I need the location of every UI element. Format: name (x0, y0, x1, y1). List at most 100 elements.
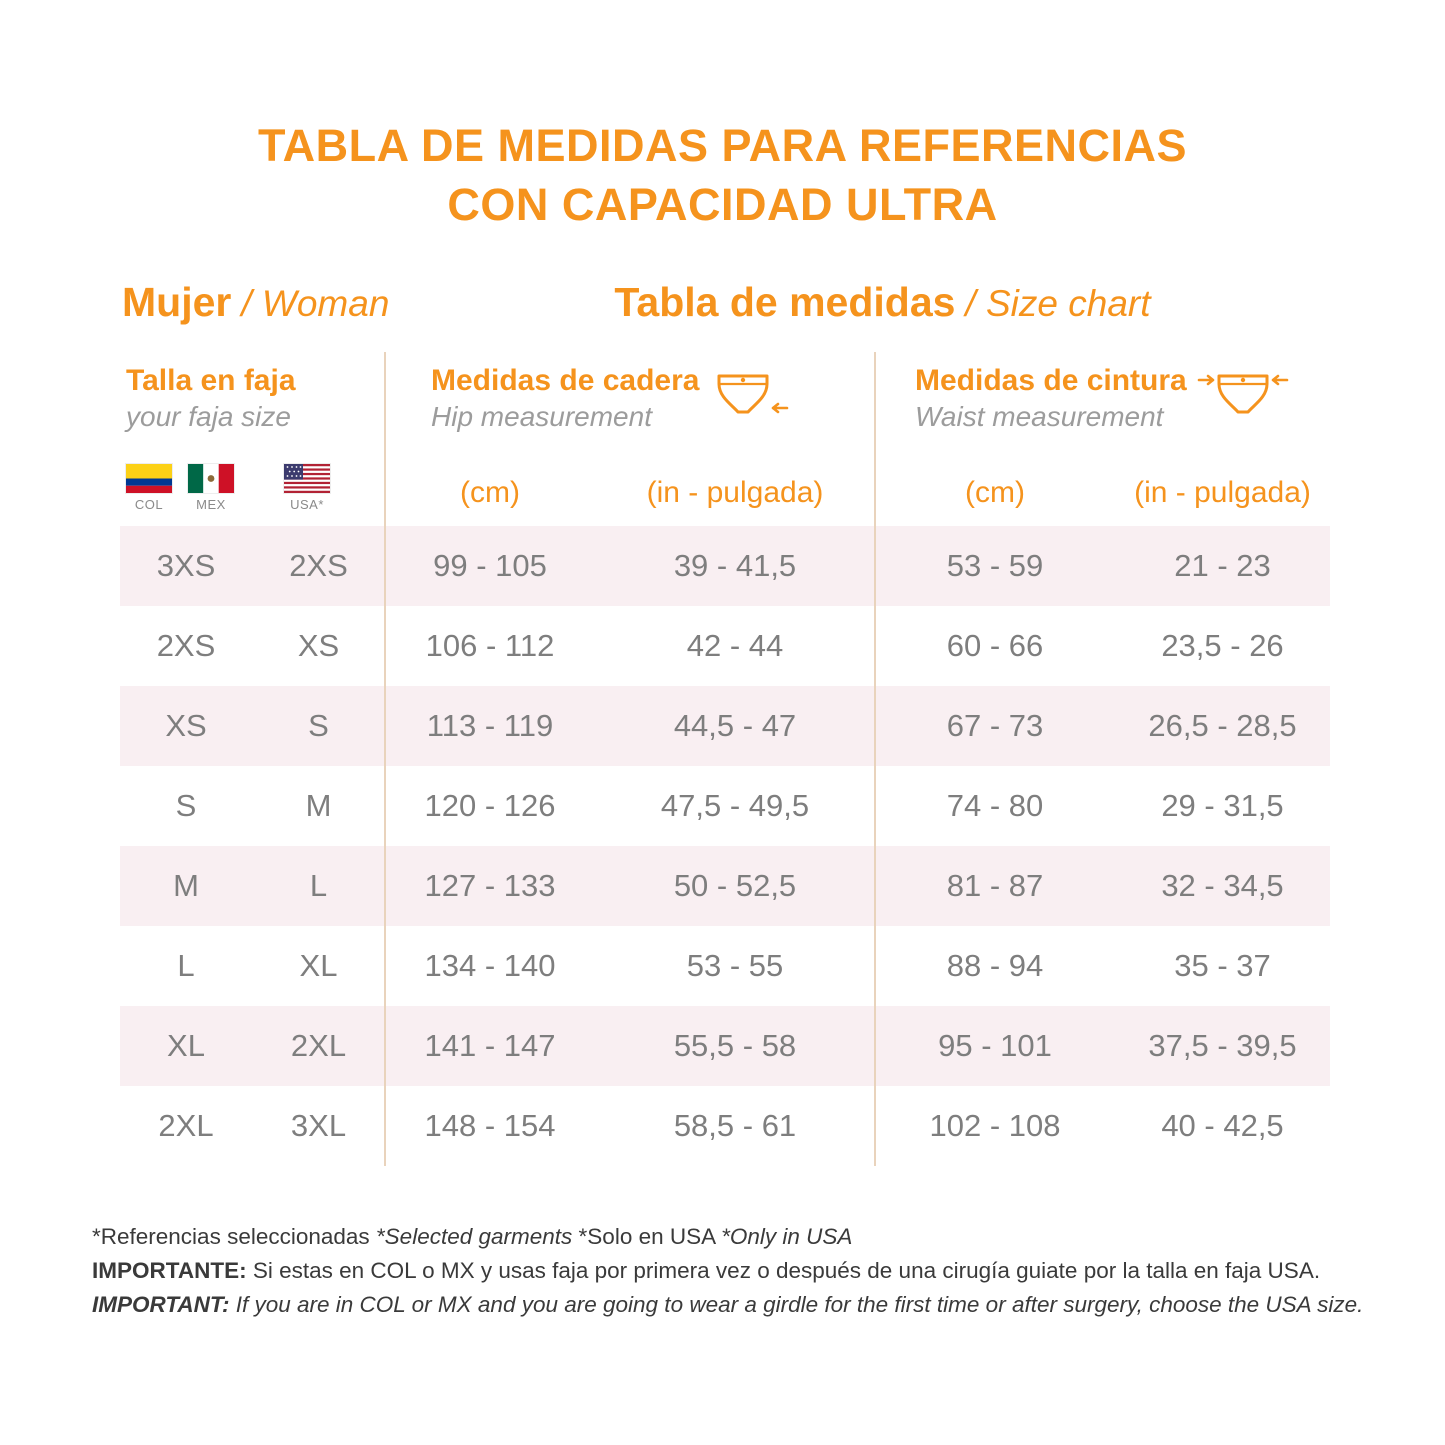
footnote-usa-es: *Solo en USA (578, 1223, 722, 1249)
flag-item-mexico: MEX (188, 463, 234, 512)
size-chart-header-main: Tabla de medidas (614, 278, 956, 325)
hip-unit-cm: (cm) (460, 475, 520, 509)
flag-label-usa: USA* (290, 496, 324, 512)
table-row: XS S 113 - 119 44,5 - 47 67 - 73 26,5 - … (120, 685, 1330, 766)
waist-cm-cell: 60 - 66 (946, 627, 1044, 663)
size-chart-header-sub: / Size chart (965, 282, 1151, 324)
important-label-es: IMPORTANTE: (92, 1257, 247, 1283)
page-title: TABLA DE MEDIDAS PARA REFERENCIAS CON CA… (0, 0, 1445, 235)
size-column-subtitle: your faja size (126, 401, 291, 433)
hip-measurement-icon (709, 366, 791, 431)
size-colmex-cell: 3XS (156, 547, 216, 583)
hip-cm-cell: 99 - 105 (433, 547, 547, 583)
footnote-references: *Referencias seleccionadas *Selected gar… (92, 1220, 1445, 1254)
waist-in-cell: 21 - 23 (1174, 547, 1271, 583)
table-rows: 3XS 2XS 99 - 105 39 - 41,5 53 - 59 21 - … (120, 525, 1330, 1166)
size-colmex-cell: S (175, 787, 197, 823)
waist-in-cell: 23,5 - 26 (1161, 627, 1284, 663)
column-divider-right (874, 351, 876, 1166)
footnote-references-en: *Selected garments (375, 1223, 579, 1249)
size-usa-cell: S (308, 707, 329, 743)
size-table: Talla en faja your faja size COL (120, 350, 1330, 1166)
waist-cm-cell: 102 - 108 (929, 1107, 1061, 1143)
size-colmex-cell: 2XS (156, 627, 216, 663)
hip-in-cell: 55,5 - 58 (673, 1027, 797, 1063)
gender-header: Mujer / Woman (122, 279, 389, 326)
table-row: 3XS 2XS 99 - 105 39 - 41,5 53 - 59 21 - … (120, 525, 1330, 606)
size-usa-cell: 2XS (289, 547, 348, 583)
flag-label-mex: MEX (196, 496, 226, 512)
size-usa-cell: 3XL (290, 1107, 347, 1143)
waist-column-header: Medidas de cintura Waist measurement (875, 362, 1330, 526)
column-headers: Talla en faja your faja size COL (120, 350, 1330, 526)
table-row: M L 127 - 133 50 - 52,5 81 - 87 32 - 34,… (120, 845, 1330, 926)
table-row: 2XL 3XL 148 - 154 58,5 - 61 102 - 108 40… (120, 1086, 1330, 1166)
waist-in-cell: 32 - 34,5 (1161, 867, 1284, 903)
waist-cm-cell: 67 - 73 (946, 707, 1044, 743)
section-headers: Mujer / Woman Tabla de medidas / Size ch… (122, 279, 1445, 326)
size-colmex-cell: L (177, 947, 195, 983)
table-row: XL 2XL 141 - 147 55,5 - 58 95 - 101 37,5… (120, 1005, 1330, 1086)
hip-units-row: (cm) (in - pulgada) (385, 476, 875, 526)
waist-in-cell: 26,5 - 28,5 (1148, 707, 1297, 743)
waist-in-cell: 37,5 - 39,5 (1148, 1027, 1297, 1063)
flag-item-usa: USA* (284, 463, 330, 512)
hip-cm-cell: 127 - 133 (424, 867, 556, 903)
hip-cm-cell: 120 - 126 (424, 787, 556, 823)
page-title-line2: CON CAPACIDAD ULTRA (447, 179, 998, 231)
hip-column-title: Medidas de cadera (431, 363, 700, 397)
footnote-usa-en: *Only in USA (721, 1223, 853, 1249)
size-colmex-cell: XL (167, 1027, 205, 1063)
waist-column-head: Medidas de cintura Waist measurement (875, 362, 1330, 436)
colombia-flag-icon (126, 463, 172, 493)
usa-flag-icon (284, 463, 330, 493)
waist-cm-cell: 81 - 87 (946, 867, 1044, 903)
size-colmex-cell: 2XL (158, 1107, 214, 1143)
table-row: S M 120 - 126 47,5 - 49,5 74 - 80 29 - 3… (120, 766, 1330, 846)
waist-units-row: (cm) (in - pulgada) (875, 476, 1330, 526)
size-usa-cell: XS (297, 627, 340, 663)
footnote-important-en: IMPORTANT: If you are in COL or MX and y… (92, 1288, 1445, 1322)
size-usa-cell: M (305, 787, 332, 823)
hip-in-cell: 50 - 52,5 (673, 867, 797, 903)
waist-cm-cell: 53 - 59 (946, 547, 1044, 583)
size-chart-header: Tabla de medidas / Size chart (614, 279, 1150, 326)
hip-cm-cell: 134 - 140 (424, 947, 556, 983)
hip-in-cell: 58,5 - 61 (673, 1107, 797, 1143)
size-usa-cell: L (309, 867, 328, 903)
waist-column-title: Medidas de cintura (915, 363, 1187, 397)
waist-column-titles: Medidas de cintura Waist measurement (915, 362, 1187, 436)
waist-in-cell: 40 - 42,5 (1161, 1107, 1284, 1143)
hip-column-head: Medidas de cadera Hip measurement (385, 362, 875, 436)
table-row: L XL 134 - 140 53 - 55 88 - 94 35 - 37 (120, 926, 1330, 1006)
waist-unit-cm: (cm) (965, 475, 1025, 509)
flag-label-col: COL (134, 496, 164, 512)
size-usa-cell: XL (299, 947, 338, 983)
hip-in-cell: 42 - 44 (686, 627, 784, 663)
hip-column-header: Medidas de cadera Hip measurement (cm) (385, 362, 875, 526)
hip-in-cell: 44,5 - 47 (673, 707, 797, 743)
footnotes: *Referencias seleccionadas *Selected gar… (92, 1220, 1445, 1323)
hip-cm-cell: 113 - 119 (426, 707, 554, 743)
table-row: 2XS XS 106 - 112 42 - 44 60 - 66 23,5 - … (120, 606, 1330, 686)
hip-column-titles: Medidas de cadera Hip measurement (431, 362, 699, 436)
hip-unit-in: (in - pulgada) (646, 475, 824, 509)
size-colmex-cell: XS (165, 707, 207, 743)
important-label-en: IMPORTANT: (92, 1292, 230, 1318)
waist-measurement-icon (1197, 366, 1289, 431)
important-text-en: If you are in COL or MX and you are goin… (229, 1292, 1364, 1318)
waist-cm-cell: 88 - 94 (946, 947, 1044, 983)
waist-cm-cell: 74 - 80 (946, 787, 1044, 823)
hip-cm-cell: 148 - 154 (424, 1107, 556, 1143)
hip-cm-cell: 141 - 147 (424, 1027, 556, 1063)
hip-in-cell: 53 - 55 (686, 947, 784, 983)
size-usa-cell: 2XL (290, 1027, 347, 1063)
waist-in-cell: 35 - 37 (1174, 947, 1271, 983)
hip-cm-cell: 106 - 112 (425, 627, 555, 663)
hip-in-cell: 47,5 - 49,5 (660, 787, 810, 823)
flag-item-colombia: COL (126, 463, 172, 512)
waist-unit-in: (in - pulgada) (1134, 475, 1311, 509)
gender-header-main: Mujer (122, 278, 232, 325)
page-title-line1: TABLA DE MEDIDAS PARA REFERENCIAS (257, 120, 1188, 171)
